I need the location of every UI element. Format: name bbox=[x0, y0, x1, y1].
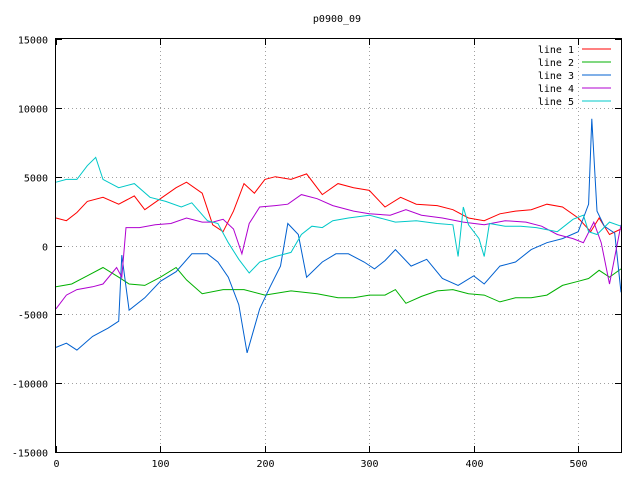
legend-label: line 3 bbox=[538, 71, 574, 82]
plot-area bbox=[55, 118, 622, 354]
y-tick-label: 15000 bbox=[18, 36, 48, 47]
x-tick-label: 300 bbox=[360, 459, 378, 470]
chart-title: p0900_09 bbox=[313, 14, 361, 25]
legend-label: line 5 bbox=[538, 97, 574, 108]
legend-label: line 4 bbox=[538, 84, 574, 95]
y-tick-label: -5000 bbox=[18, 311, 48, 322]
y-tick-label: -10000 bbox=[12, 380, 48, 391]
series-line-3 bbox=[55, 118, 622, 354]
series-line-2 bbox=[55, 266, 622, 304]
series-line-4 bbox=[55, 194, 622, 310]
x-tick-label: 0 bbox=[53, 459, 59, 470]
legend: line 1 line 2 line 3 line 4 line 5 bbox=[538, 45, 611, 108]
y-tick-label: 0 bbox=[42, 243, 48, 254]
series-line-5 bbox=[55, 156, 622, 274]
grid bbox=[56, 39, 621, 452]
y-tick-label: 5000 bbox=[24, 174, 48, 185]
legend-label: line 2 bbox=[538, 58, 574, 69]
axes: 0 100 200 300 400 500 -15000 -10000 -5000 0 5000 10… bbox=[12, 36, 621, 470]
x-tick-label: 400 bbox=[465, 459, 483, 470]
y-tick-label: 10000 bbox=[18, 105, 48, 116]
x-tick-label: 200 bbox=[256, 459, 274, 470]
series-line-1 bbox=[55, 173, 622, 236]
x-tick-label: 100 bbox=[151, 459, 169, 470]
plot-frame bbox=[55, 38, 622, 453]
y-tick-label: -15000 bbox=[12, 449, 48, 460]
legend-label: line 1 bbox=[538, 45, 574, 56]
x-tick-label: 500 bbox=[569, 459, 587, 470]
